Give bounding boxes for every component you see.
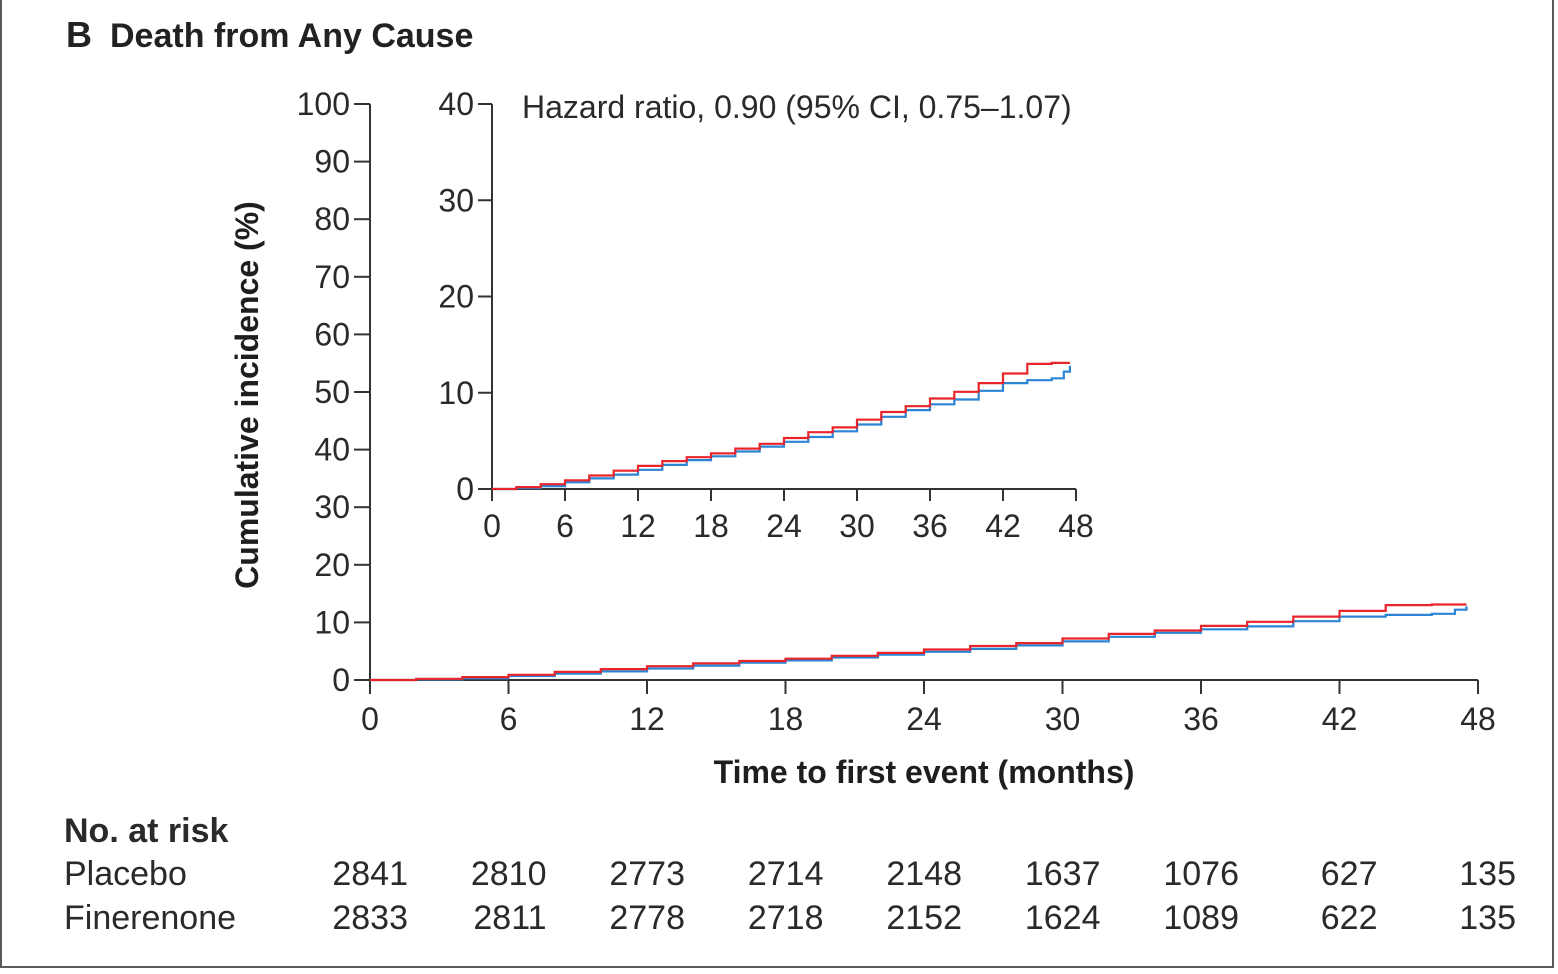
main-finerenone-curve bbox=[370, 606, 1468, 682]
risk-value: 622 bbox=[1320, 899, 1378, 937]
risk-value: 2811 bbox=[473, 899, 547, 937]
inset-x-tick-label: 24 bbox=[766, 508, 802, 544]
x-tick-label: 0 bbox=[361, 701, 379, 737]
risk-value: 135 bbox=[1459, 899, 1516, 937]
risk-value: 2152 bbox=[886, 899, 962, 937]
inset-x-tick-label: 48 bbox=[1058, 508, 1094, 544]
panel-title: B Death from Any Cause bbox=[66, 14, 473, 56]
risk-value: 2148 bbox=[886, 855, 962, 893]
panel-title-text: Death from Any Cause bbox=[110, 17, 474, 55]
x-tick-label: 42 bbox=[1322, 701, 1358, 737]
inset-y-tick-label: 30 bbox=[438, 182, 474, 218]
risk-value: 627 bbox=[1320, 855, 1378, 893]
main-lines bbox=[370, 603, 1468, 682]
y-tick-label: 0 bbox=[332, 662, 350, 698]
risk-value: 1637 bbox=[1024, 855, 1101, 893]
x-tick-label: 36 bbox=[1183, 701, 1219, 737]
risk-value: 2778 bbox=[609, 899, 685, 937]
inset-finerenone-curve bbox=[492, 365, 1071, 491]
x-tick-label: 24 bbox=[906, 701, 942, 737]
y-tick-label: 100 bbox=[297, 86, 350, 122]
main-placebo-curve bbox=[370, 603, 1467, 682]
hazard-ratio-annotation: Hazard ratio, 0.90 (95% CI, 0.75–1.07) bbox=[522, 89, 1072, 125]
risk-row-finerenone: Finerenone 2833 2811 2778 2718 2152 1624 1089 62… bbox=[64, 899, 1534, 943]
risk-value: 2714 bbox=[747, 855, 824, 893]
risk-value: 2810 bbox=[470, 855, 547, 893]
risk-value: 2718 bbox=[747, 899, 824, 937]
inset-y-tick-label: 20 bbox=[438, 279, 474, 315]
y-tick-label: 60 bbox=[314, 316, 350, 352]
x-tick-label: 12 bbox=[629, 701, 665, 737]
risk-value: 2773 bbox=[609, 855, 685, 893]
risk-value: 2833 bbox=[332, 899, 408, 937]
y-tick-label: 80 bbox=[314, 201, 350, 237]
inset-y-tick-label: 40 bbox=[438, 86, 474, 122]
inset-x-tick-label: 12 bbox=[620, 508, 656, 544]
risk-value: 1076 bbox=[1163, 855, 1239, 893]
y-tick-label: 50 bbox=[314, 374, 350, 410]
inset-axes: 0 10 20 30 40 0 6 12 18 24 30 36 42 48 bbox=[438, 86, 1093, 544]
risk-table-title: No. at risk bbox=[64, 812, 229, 850]
y-axis-title: Cumulative incidence (%) bbox=[229, 201, 265, 589]
y-tick-label: 10 bbox=[314, 604, 350, 640]
inset-placebo-curve bbox=[492, 361, 1070, 491]
y-tick-label: 90 bbox=[314, 144, 350, 180]
x-tick-label: 18 bbox=[768, 701, 804, 737]
inset-x-tick-label: 30 bbox=[839, 508, 875, 544]
inset-y-tick-label: 10 bbox=[438, 375, 474, 411]
risk-row-placebo: Placebo 2841 2810 2773 2714 2148 1637 1076 627 13… bbox=[64, 855, 1534, 899]
risk-value: 2841 bbox=[332, 855, 408, 893]
risk-row-label: Placebo bbox=[64, 855, 187, 893]
x-axis-title: Time to first event (months) bbox=[714, 754, 1135, 790]
y-tick-label: 40 bbox=[314, 432, 350, 468]
inset-x-tick-label: 18 bbox=[693, 508, 729, 544]
x-tick-label: 30 bbox=[1045, 701, 1081, 737]
inset-y-tick-label: 0 bbox=[456, 471, 474, 507]
risk-value: 1089 bbox=[1163, 899, 1239, 937]
risk-value: 1624 bbox=[1024, 899, 1101, 937]
risk-value: 135 bbox=[1459, 855, 1516, 893]
y-tick-label: 30 bbox=[314, 489, 350, 525]
inset-x-tick-label: 6 bbox=[556, 508, 574, 544]
inset-lines bbox=[492, 361, 1071, 491]
risk-row-label: Finerenone bbox=[64, 899, 237, 937]
inset-x-tick-label: 42 bbox=[985, 508, 1021, 544]
y-tick-label: 70 bbox=[314, 259, 350, 295]
panel-letter: B bbox=[66, 14, 92, 55]
x-tick-label: 48 bbox=[1460, 701, 1496, 737]
x-tick-label: 6 bbox=[500, 701, 518, 737]
y-tick-label: 20 bbox=[314, 547, 350, 583]
inset-x-tick-label: 0 bbox=[483, 508, 501, 544]
risk-table: No. at risk Placebo 2841 2810 2773 2714 2148 1… bbox=[64, 812, 1534, 943]
inset-x-tick-label: 36 bbox=[912, 508, 948, 544]
